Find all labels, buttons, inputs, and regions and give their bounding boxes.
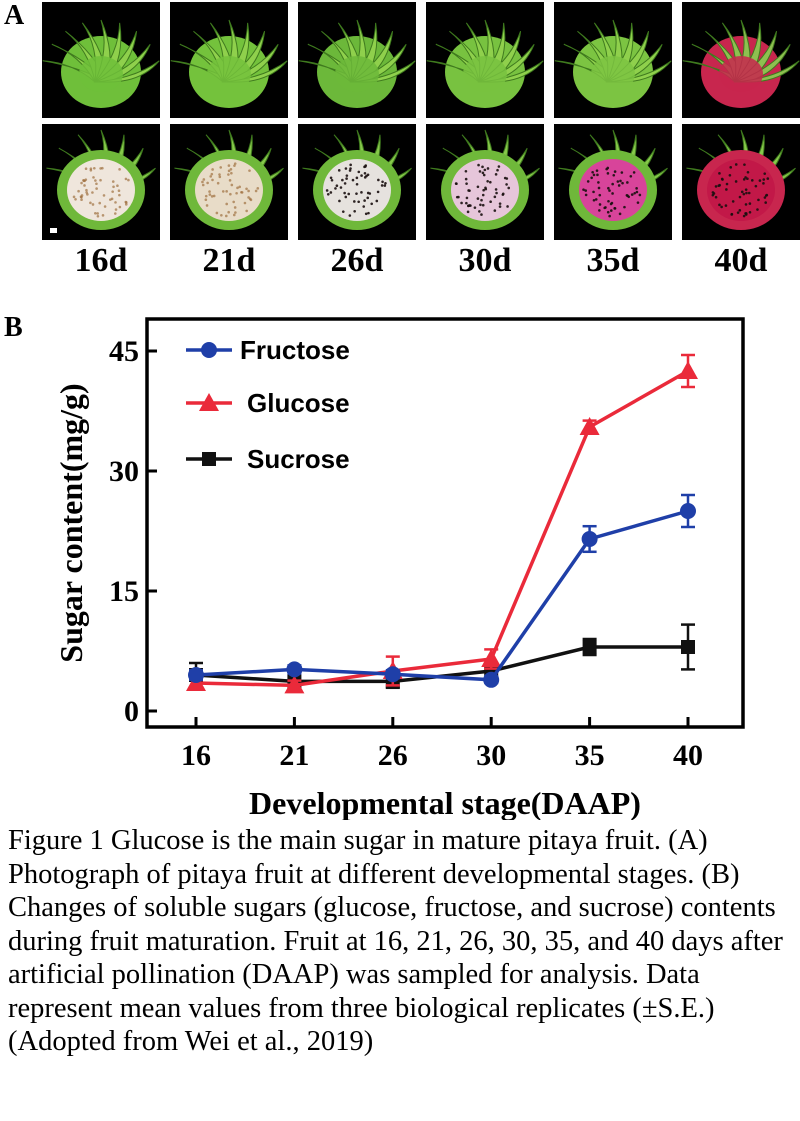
glucose-point <box>678 361 698 379</box>
legend-glucose-label: Glucose <box>247 388 350 418</box>
y-tick-label-0: 0 <box>124 695 139 728</box>
legend-fructose-label: Fructose <box>240 335 350 365</box>
x-tick-label-35: 35 <box>575 739 605 772</box>
legend-fructose-marker <box>201 342 217 358</box>
sugar-content-chart: 0 15 30 45 16 21 26 30 35 40 Developmental stage(D… <box>0 300 800 820</box>
stage-label-40d: 40d <box>714 242 768 279</box>
fructose-point <box>483 671 500 688</box>
cut-fruit-photo-16d <box>42 124 160 240</box>
glucose-point <box>284 675 305 694</box>
fructose-point <box>384 666 401 683</box>
x-tick-label-16: 16 <box>181 739 211 772</box>
whole-fruit-photo-16d <box>42 2 160 118</box>
x-tick-label-21: 21 <box>279 739 309 772</box>
whole-fruit-photo-26d <box>298 2 416 118</box>
chart-svg: 0 15 30 45 16 21 26 30 35 40 Developmental stage(D… <box>53 317 745 820</box>
pitaya-photo-grid <box>42 2 800 242</box>
fructose-point <box>680 503 696 519</box>
stage-label-16d: 16d <box>74 242 128 279</box>
cut-fruit-photo-30d <box>426 124 544 240</box>
sucrose-point <box>582 640 597 654</box>
stage-label-30d: 30d <box>458 242 512 279</box>
panel-a-letter: A <box>4 0 25 31</box>
y-axis-title: Sugar content(mg/g) <box>53 383 89 662</box>
x-axis-title: Developmental stage(DAAP) <box>249 785 641 820</box>
legend-glucose-marker <box>199 393 219 411</box>
cut-fruit-photo-40d <box>682 124 800 240</box>
stage-label-26d: 26d <box>330 242 384 279</box>
glucose-line <box>195 369 689 688</box>
fructose-point <box>286 661 303 678</box>
sucrose-point <box>681 640 695 654</box>
cut-fruit-photo-26d <box>298 124 416 240</box>
cut-fruit-photo-21d <box>170 124 288 240</box>
legend-sucrose-label: Sucrose <box>247 444 350 474</box>
whole-fruit-photo-35d <box>554 2 672 118</box>
glucose-point <box>481 649 502 667</box>
legend-sucrose-marker <box>202 452 216 466</box>
x-tick-label-26: 26 <box>378 739 408 772</box>
x-tick-label-30: 30 <box>476 739 506 772</box>
fructose-point <box>581 531 598 547</box>
y-tick-label-45: 45 <box>109 335 139 368</box>
cut-fruit-photo-35d <box>554 124 672 240</box>
whole-fruit-photo-40d <box>682 2 800 118</box>
stage-label-21d: 21d <box>202 242 256 279</box>
glucose-point <box>579 417 600 435</box>
whole-fruit-photo-30d <box>426 2 544 118</box>
plot-frame <box>145 317 745 729</box>
x-tick-label-40: 40 <box>673 739 703 772</box>
figure-caption: Figure 1 Glucose is the main sugar in ma… <box>8 825 783 1057</box>
fructose-line <box>195 509 689 682</box>
panel-b-letter: B <box>4 312 23 343</box>
y-tick-label-30: 30 <box>109 455 139 488</box>
stage-label-35d: 35d <box>586 242 640 279</box>
y-tick-label-15: 15 <box>109 575 139 608</box>
whole-fruit-photo-21d <box>170 2 288 118</box>
fructose-point <box>188 667 204 683</box>
